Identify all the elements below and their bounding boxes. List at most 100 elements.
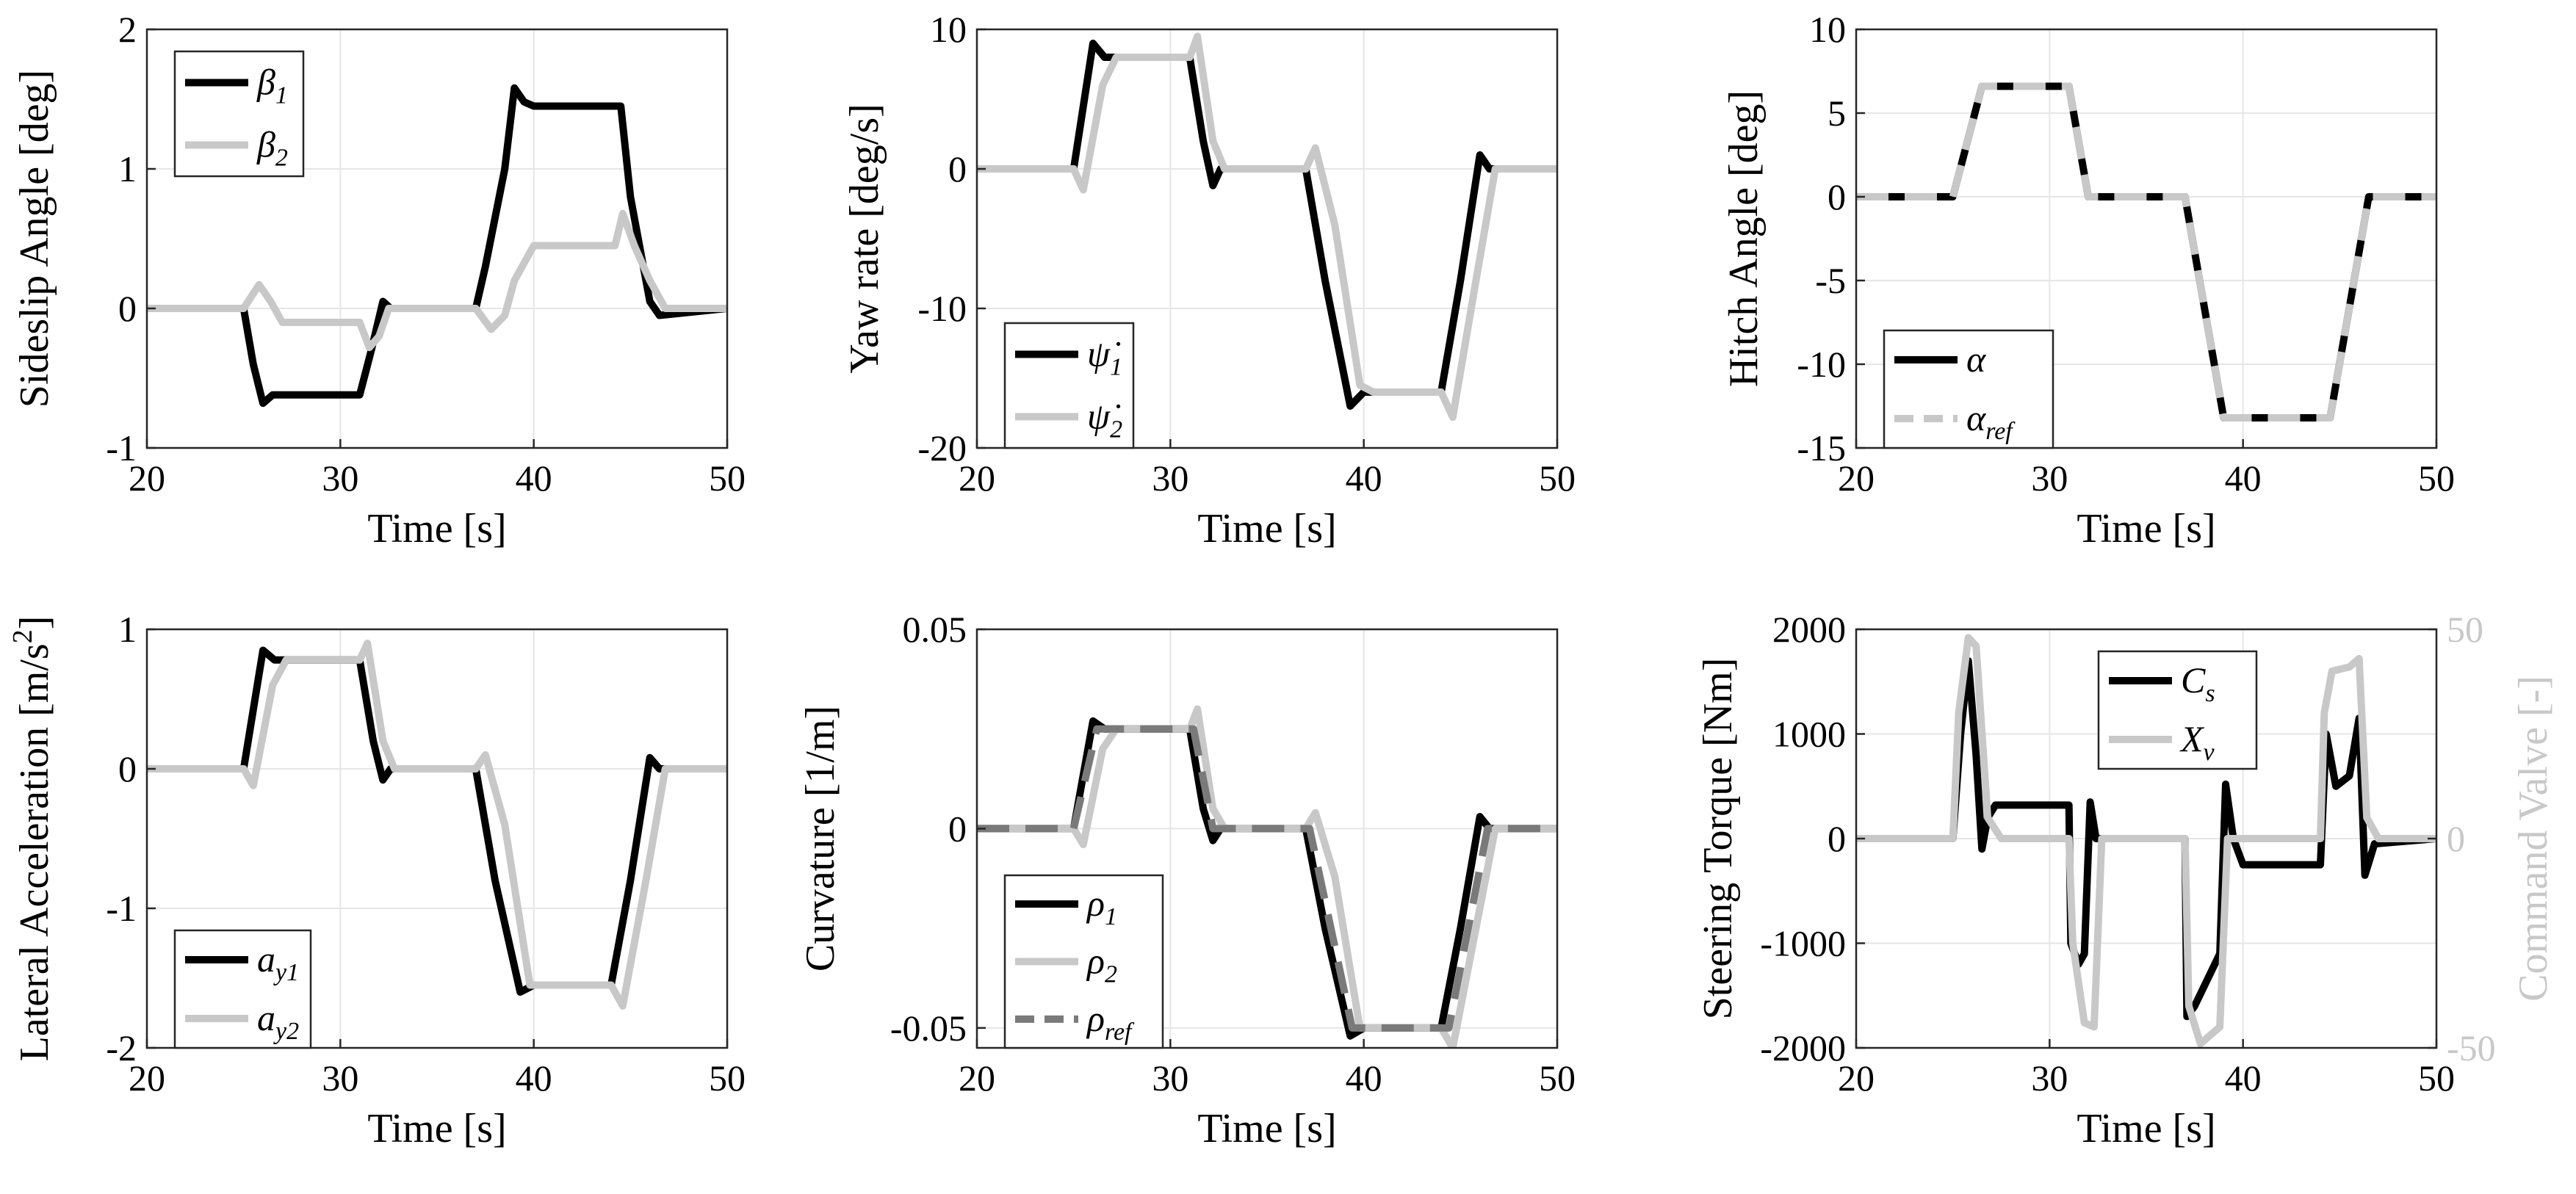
x-tick-label-yaw-2: 40 bbox=[1346, 457, 1382, 499]
y-tick-label-yaw-0: -20 bbox=[917, 427, 967, 468]
y-tick-label-steering-4: 2000 bbox=[1772, 609, 1846, 650]
x-tick-label-sideslip-3: 50 bbox=[709, 457, 746, 499]
y-tick-label-sideslip-0: -1 bbox=[106, 427, 137, 468]
y-tick-label-steering-2: 0 bbox=[1828, 818, 1846, 859]
y-tick-label-yaw-3: 10 bbox=[930, 9, 967, 50]
y-tick-label-steering-1: -1000 bbox=[1760, 923, 1846, 964]
series-group-yaw bbox=[977, 32, 1557, 421]
x-tick-label-sideslip-0: 20 bbox=[129, 457, 165, 499]
x-tick-label-steering-0: 20 bbox=[1838, 1057, 1875, 1099]
legend-main-curvature-2: ρ bbox=[1086, 998, 1105, 1039]
axes-box-latacc bbox=[145, 628, 729, 1049]
legend-box-steering bbox=[2097, 650, 2258, 770]
legend-main-curvature-1: ρ bbox=[1086, 941, 1105, 982]
y-tick-label-hitch-5: 10 bbox=[1809, 9, 1846, 50]
y-axis-label-sup-latacc: 2 bbox=[7, 629, 38, 643]
chart-latacc: 20 30 40 50 -2 -1 0 1 Time [s] Lateral Accelerati… bbox=[7, 609, 746, 1151]
x-tick-label-curvature-1: 30 bbox=[1152, 1057, 1188, 1099]
legend-box-hitch bbox=[1883, 329, 2054, 449]
axes-box-hitch bbox=[1855, 28, 2438, 449]
series-group-hitch bbox=[1856, 82, 2436, 421]
x-tick-label-hitch-3: 50 bbox=[2418, 457, 2455, 499]
x-tick-label-curvature-3: 50 bbox=[1539, 1057, 1576, 1099]
y-axis-label-yaw: Yaw rate [deg/s] bbox=[842, 104, 887, 374]
legend-main-sideslip-0: β bbox=[256, 62, 275, 103]
legend-main-hitch-1: α bbox=[1966, 397, 1987, 438]
legend-label-sideslip-1: β2 bbox=[256, 124, 288, 172]
legend-box-sideslip bbox=[173, 50, 305, 178]
legend-sub-hitch-1: ref bbox=[1985, 418, 2016, 445]
legend-sub-latacc-0: y1 bbox=[273, 959, 299, 986]
y-tick-label-latacc-2: 0 bbox=[118, 748, 137, 789]
chart-hitch: 20 30 40 50 -15 -10 -5 0 5 10 Time [s] Hitch Angle … bbox=[1721, 9, 2455, 551]
series-line-steering-1 bbox=[1856, 634, 2436, 1048]
y-axis-label-tail-latacc: ] bbox=[12, 616, 57, 630]
legend-label-hitch-1: αref bbox=[1966, 397, 2016, 445]
series-group-curvature bbox=[977, 705, 1557, 1048]
legend-main-steering-0: C bbox=[2181, 659, 2206, 701]
y-axis-label-curvature: Curvature [1/m] bbox=[798, 706, 843, 972]
y-right-tick-label-steering-1: 0 bbox=[2447, 818, 2465, 859]
legend-sub-curvature-2: ref bbox=[1105, 1018, 1135, 1046]
y-tick-label-hitch-1: -10 bbox=[1797, 344, 1846, 385]
x-tick-label-latacc-2: 40 bbox=[516, 1057, 552, 1099]
legend-sub-latacc-1: y2 bbox=[273, 1018, 299, 1045]
y-axis-label-main-latacc: Lateral Acceleration [m/s bbox=[12, 643, 57, 1061]
legend-main-latacc-0: a bbox=[257, 938, 275, 980]
legend-main-latacc-1: a bbox=[257, 997, 275, 1038]
chart-yaw: 20 30 40 50 -20 -10 0 10 Time [s] Yaw rate [deg/s… bbox=[842, 9, 1576, 551]
x-axis-label-steering: Time [s] bbox=[2077, 1106, 2215, 1151]
y-tick-label-steering-3: 1000 bbox=[1772, 714, 1846, 755]
y-axis-label-latacc: Lateral Acceleration [m/s2] bbox=[7, 616, 57, 1062]
y-tick-label-sideslip-2: 1 bbox=[118, 148, 137, 189]
chart-curvature: 20 30 40 50 -0.05 0 0.05 Time [s] Curvature [1/m… bbox=[798, 609, 1576, 1151]
y-tick-label-hitch-2: -5 bbox=[1815, 260, 1846, 301]
x-tick-label-sideslip-2: 40 bbox=[516, 457, 552, 499]
x-tick-label-latacc-0: 20 bbox=[129, 1057, 165, 1099]
series-line-curvature-2 bbox=[977, 725, 1557, 1032]
legend-sub-curvature-0: 1 bbox=[1105, 903, 1117, 930]
y-tick-label-latacc-3: 1 bbox=[118, 609, 137, 650]
legend-sub-steering-1: v bbox=[2204, 739, 2215, 766]
x-axis-label-yaw: Time [s] bbox=[1197, 506, 1336, 551]
x-tick-label-steering-3: 50 bbox=[2418, 1057, 2455, 1099]
legend-label-curvature-0: ρ1 bbox=[1086, 883, 1117, 930]
x-tick-label-latacc-1: 30 bbox=[322, 1057, 358, 1099]
x-tick-label-hitch-2: 40 bbox=[2225, 457, 2262, 499]
legend-label-steering-1: Xv bbox=[2179, 718, 2215, 766]
legend-label-curvature-2: ρref bbox=[1086, 998, 1135, 1046]
x-axis-label-sideslip: Time [s] bbox=[367, 506, 506, 551]
x-axis-label-curvature: Time [s] bbox=[1197, 1106, 1336, 1151]
y-right-tick-label-steering-0: -50 bbox=[2447, 1027, 2496, 1068]
y-tick-label-yaw-1: -10 bbox=[917, 288, 967, 329]
x-tick-label-steering-1: 30 bbox=[2031, 1057, 2068, 1099]
y-right-tick-label-steering-2: 50 bbox=[2447, 609, 2483, 650]
x-tick-label-yaw-1: 30 bbox=[1152, 457, 1188, 499]
series-group-sideslip bbox=[147, 84, 727, 408]
y-tick-label-sideslip-1: 0 bbox=[118, 288, 137, 329]
legend-sub-sideslip-0: 1 bbox=[275, 82, 288, 109]
x-tick-label-hitch-0: 20 bbox=[1838, 457, 1875, 499]
legend-main-steering-1: X bbox=[2179, 718, 2205, 759]
y-tick-label-hitch-3: 0 bbox=[1828, 176, 1846, 217]
y-axis-label-hitch: Hitch Angle [deg] bbox=[1721, 90, 1767, 387]
y-axis-label-steering: Steering Torque [Nm] bbox=[1695, 658, 1741, 1020]
y-tick-label-curvature-2: 0.05 bbox=[903, 609, 967, 650]
legend-sub-yaw-1: 2 bbox=[1110, 416, 1122, 444]
legend-sub-steering-0: s bbox=[2205, 680, 2215, 707]
y-tick-label-steering-0: -2000 bbox=[1760, 1027, 1846, 1068]
legend-sub-curvature-1: 2 bbox=[1105, 961, 1117, 988]
legend-box-yaw bbox=[1003, 322, 1135, 449]
x-tick-label-steering-2: 40 bbox=[2225, 1057, 2262, 1099]
x-axis-label-latacc: Time [s] bbox=[367, 1106, 506, 1151]
chart-steering: 20 30 40 50 -2000 -1000 0 1000 2000 -50 0 50 Command… bbox=[1695, 609, 2556, 1151]
legend-main-curvature-0: ρ bbox=[1086, 883, 1105, 924]
x-tick-label-sideslip-1: 30 bbox=[322, 457, 358, 499]
y-right-axis-label-steering: Command Valve [-] bbox=[2511, 676, 2556, 1002]
legend-label-sideslip-0: β1 bbox=[256, 62, 288, 109]
